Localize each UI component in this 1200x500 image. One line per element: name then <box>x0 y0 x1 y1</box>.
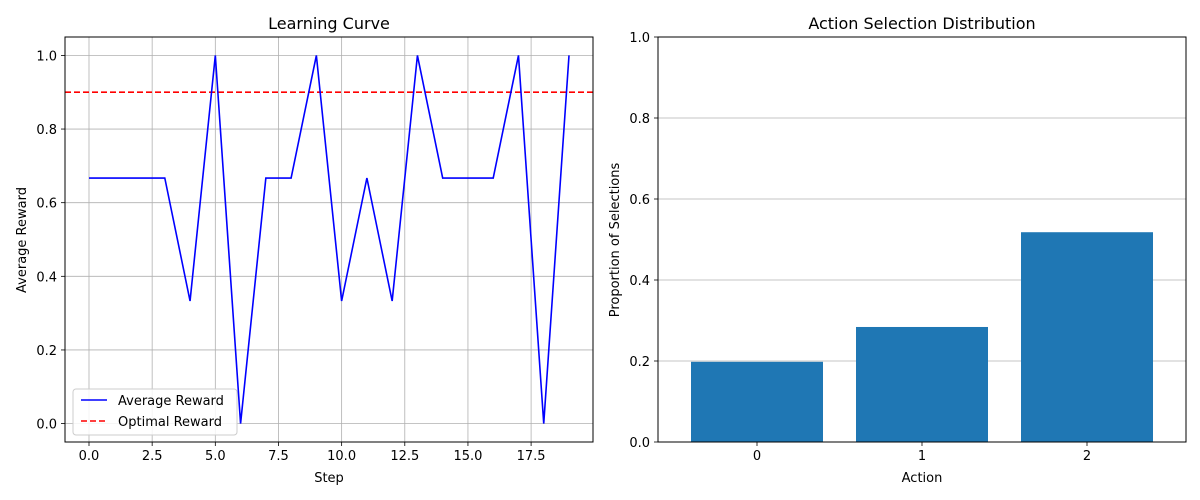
average-reward-series-group <box>89 55 570 424</box>
learning-curve-y-ticks: 0.0 0.2 0.4 0.6 0.8 1.0 <box>36 49 65 433</box>
action-distribution-bars <box>691 232 1153 442</box>
x-tick-label: 0.0 <box>79 449 100 464</box>
x-tick-label: 7.5 <box>268 449 289 464</box>
x-tick-label: 15.0 <box>453 449 482 464</box>
y-tick-label: 0.2 <box>629 355 650 370</box>
legend-label-average-reward: Average Reward <box>118 394 224 409</box>
x-tick-label: 17.5 <box>517 449 546 464</box>
legend-label-optimal-reward: Optimal Reward <box>118 415 222 430</box>
legend-box <box>72 388 238 436</box>
y-tick-label: 0.2 <box>36 344 57 359</box>
action-distribution-y-axis-label: Proportion of Selections <box>608 163 623 318</box>
y-tick-label: 0.4 <box>36 270 57 285</box>
y-tick-label: 0.6 <box>36 197 57 212</box>
y-tick-label: 1.0 <box>36 49 57 64</box>
action-distribution-chart: Action Selection Distribution 0 1 2 0.0 0.2… <box>608 14 1187 486</box>
learning-curve-y-axis-label: Average Reward <box>15 187 30 293</box>
x-tick-label: 1 <box>918 449 926 464</box>
learning-curve-chart: Learning Curve 0.0 2.5 5.0 7.5 10.0 12.5 15.0 1… <box>15 14 594 486</box>
x-tick-label: 2.5 <box>142 449 163 464</box>
x-tick-label: 10.0 <box>327 449 356 464</box>
average-reward-line <box>89 55 570 424</box>
action-distribution-title: Action Selection Distribution <box>808 14 1035 33</box>
x-tick-label: 5.0 <box>205 449 226 464</box>
action-distribution-y-ticks: 0.0 0.2 0.4 0.6 0.8 1.0 <box>629 31 658 451</box>
y-tick-label: 0.4 <box>629 274 650 289</box>
y-tick-label: 0.0 <box>629 436 650 451</box>
y-tick-label: 0.8 <box>629 112 650 127</box>
learning-curve-legend: Average Reward Optimal Reward <box>72 388 238 436</box>
y-tick-label: 0.0 <box>36 418 57 433</box>
action-distribution-x-axis-label: Action <box>902 471 943 486</box>
y-tick-label: 1.0 <box>629 31 650 46</box>
x-tick-label: 2 <box>1083 449 1091 464</box>
learning-curve-title: Learning Curve <box>268 14 390 33</box>
bar-action-0 <box>691 361 823 442</box>
bar-action-2 <box>1021 232 1153 442</box>
x-tick-label: 12.5 <box>390 449 419 464</box>
y-tick-label: 0.6 <box>629 193 650 208</box>
learning-curve-plot-frame <box>64 36 594 443</box>
action-distribution-x-ticks: 0 1 2 <box>753 442 1091 464</box>
bar-action-1 <box>856 326 988 442</box>
learning-curve-x-ticks: 0.0 2.5 5.0 7.5 10.0 12.5 15.0 17.5 <box>79 442 546 464</box>
y-tick-label: 0.8 <box>36 123 57 138</box>
learning-curve-x-axis-label: Step <box>314 471 344 486</box>
x-tick-label: 0 <box>753 449 761 464</box>
